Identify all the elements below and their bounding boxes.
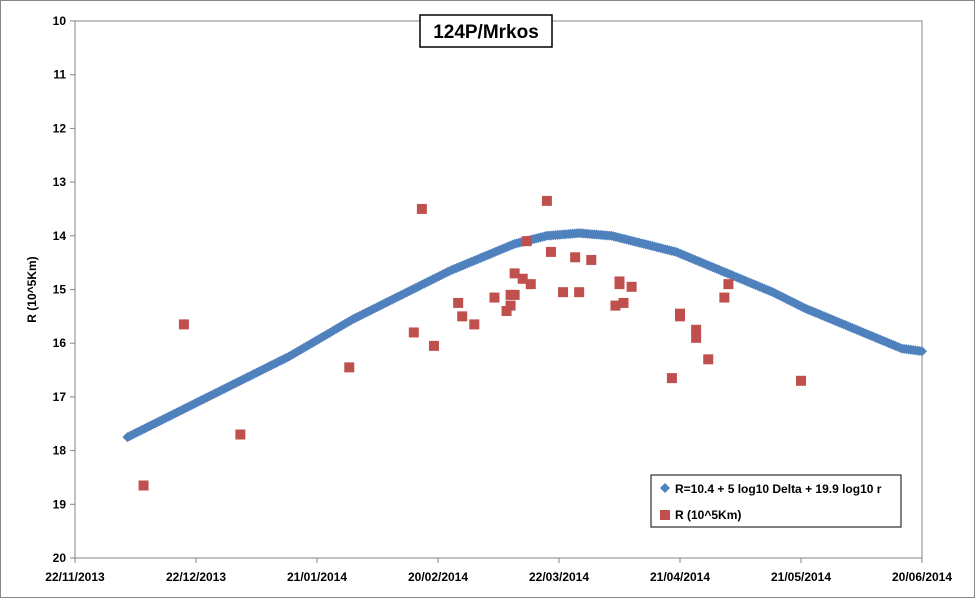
observed-point [344, 362, 355, 373]
x-tick-label: 22/12/2013 [166, 570, 226, 584]
observed-point [666, 373, 677, 384]
observed-point [453, 297, 464, 308]
y-axis-label: R (10^5Km) [25, 256, 39, 322]
observed-point [457, 311, 468, 322]
observed-point [178, 319, 189, 330]
x-axis: 22/11/2013 22/12/2013 21/01/2014 20/02/2014… [45, 558, 952, 584]
observed-point [525, 279, 536, 290]
x-tick-label: 22/11/2013 [45, 570, 105, 584]
y-tick-label: 11 [53, 68, 66, 82]
observed-point [489, 292, 500, 303]
observed-point [691, 332, 702, 343]
x-tick-label: 21/04/2014 [650, 570, 710, 584]
observed-point [517, 273, 528, 284]
observed-point [558, 287, 569, 298]
observed-point [505, 300, 516, 311]
observed-point [408, 327, 419, 338]
chart-title: 124P/Mrkos [433, 22, 539, 43]
legend-marker-observed-r [660, 510, 670, 520]
legend-entry-observed-r: R (10^5Km) [675, 508, 741, 522]
x-tick-label: 22/03/2014 [529, 570, 589, 584]
y-tick-label: 13 [53, 175, 67, 189]
x-tick-label: 21/01/2014 [287, 570, 347, 584]
observed-point [235, 429, 246, 440]
legend: R=10.4 + 5 log10 Delta + 19.9 log10 r R … [650, 474, 902, 528]
observed-point [469, 319, 480, 330]
legend-marker-model-curve [660, 483, 670, 493]
observed-point [626, 281, 637, 292]
legend-box [650, 474, 902, 528]
observed-point [428, 340, 439, 351]
y-tick-label: 10 [53, 14, 67, 28]
observed-point [586, 254, 597, 265]
chart-title-box: 124P/Mrkos [419, 14, 553, 48]
observed-point [138, 480, 149, 491]
y-axis: 10 11 12 13 14 15 16 17 18 19 20 [53, 14, 75, 565]
y-tick-label: 18 [53, 444, 67, 458]
x-tick-label: 20/06/2014 [892, 570, 952, 584]
observed-point [541, 195, 552, 206]
observed-point [570, 252, 581, 263]
observed-point [719, 292, 730, 303]
model-curve-marker [917, 346, 927, 357]
observed-point [610, 300, 621, 311]
observed-point [509, 268, 520, 279]
series-model-curve [122, 228, 927, 443]
observed-point [723, 279, 734, 290]
observed-point [796, 375, 806, 386]
y-tick-label: 17 [53, 390, 67, 404]
y-tick-label: 12 [53, 121, 67, 135]
observed-point [703, 354, 714, 365]
y-tick-label: 20 [53, 551, 67, 565]
series-observed-r [138, 195, 806, 491]
observed-point [675, 311, 685, 322]
observed-point [545, 246, 556, 257]
chart-title-border [419, 14, 553, 48]
observed-point [509, 289, 520, 300]
x-tick-label: 20/02/2014 [408, 570, 468, 584]
observed-point [618, 297, 629, 308]
y-tick-label: 16 [53, 336, 67, 350]
legend-entry-model-curve: R=10.4 + 5 log10 Delta + 19.9 log10 r [675, 482, 882, 496]
observed-point [501, 305, 512, 316]
y-tick-label: 14 [53, 229, 67, 243]
x-tick-label: 21/05/2014 [771, 570, 831, 584]
y-tick-label: 15 [53, 283, 67, 297]
observed-point [614, 279, 625, 290]
y-tick-label: 19 [53, 497, 67, 511]
observed-point [416, 203, 427, 214]
observed-point [691, 324, 702, 335]
observed-point [521, 236, 532, 247]
observed-point [574, 287, 585, 298]
